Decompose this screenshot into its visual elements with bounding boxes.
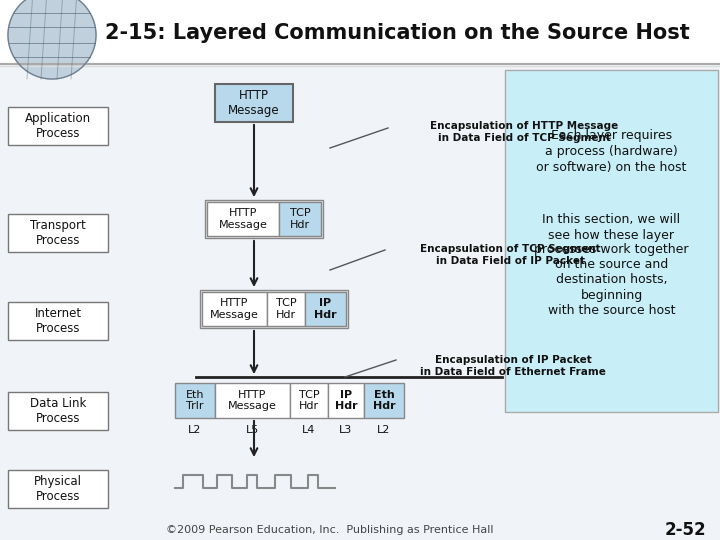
Text: 2-15: Layered Communication on the Source Host: 2-15: Layered Communication on the Sourc… <box>105 23 690 43</box>
Text: L4: L4 <box>302 425 315 435</box>
Text: Encapsulation of IP Packet
in Data Field of Ethernet Frame: Encapsulation of IP Packet in Data Field… <box>420 355 606 377</box>
Text: HTTP
Message: HTTP Message <box>228 390 277 411</box>
Bar <box>279 202 321 236</box>
Text: TCP
Hdr: TCP Hdr <box>289 208 310 230</box>
Text: IP
Hdr: IP Hdr <box>314 298 337 320</box>
Bar <box>8 107 108 145</box>
Text: ©2009 Pearson Education, Inc.  Publishing as Prentice Hall: ©2009 Pearson Education, Inc. Publishing… <box>166 525 494 535</box>
Text: L2: L2 <box>377 425 391 435</box>
Bar <box>267 292 305 326</box>
Text: L3: L3 <box>339 425 353 435</box>
Text: Internet
Process: Internet Process <box>35 307 81 335</box>
Text: on the source and: on the source and <box>555 259 668 272</box>
Text: beginning: beginning <box>580 288 643 301</box>
Text: TCP
Hdr: TCP Hdr <box>299 390 319 411</box>
Bar <box>505 70 718 412</box>
Text: processes work together: processes work together <box>534 244 689 256</box>
Text: HTTP
Message: HTTP Message <box>219 208 267 230</box>
Bar <box>207 202 279 236</box>
Bar <box>290 383 328 418</box>
Text: Application
Process: Application Process <box>25 112 91 140</box>
Text: Eth
Trlr: Eth Trlr <box>186 390 204 411</box>
Bar <box>8 470 108 508</box>
Bar <box>175 383 215 418</box>
Bar <box>364 383 404 418</box>
Text: L5: L5 <box>246 425 259 435</box>
Text: In this section, we will: In this section, we will <box>542 213 680 226</box>
Text: or software) on the host: or software) on the host <box>536 160 687 173</box>
Text: Data Link
Process: Data Link Process <box>30 397 86 425</box>
Bar <box>205 200 323 238</box>
Text: a process (hardware): a process (hardware) <box>545 145 678 158</box>
Bar <box>215 383 290 418</box>
Circle shape <box>8 0 96 79</box>
Bar <box>305 292 346 326</box>
Text: with the source host: with the source host <box>548 303 675 316</box>
Text: 2-52: 2-52 <box>664 521 706 539</box>
Text: Eth
Hdr: Eth Hdr <box>373 390 395 411</box>
Text: Encapsulation of HTTP Message
in Data Field of TCP Segment: Encapsulation of HTTP Message in Data Fi… <box>430 121 618 143</box>
Text: Physical
Process: Physical Process <box>34 475 82 503</box>
Bar <box>200 290 348 328</box>
Bar <box>202 292 267 326</box>
Bar <box>8 214 108 252</box>
Text: Each layer requires: Each layer requires <box>551 129 672 141</box>
Text: see how these layer: see how these layer <box>549 228 675 241</box>
Bar <box>0 64 720 540</box>
Text: IP
Hdr: IP Hdr <box>335 390 357 411</box>
Bar <box>328 383 364 418</box>
Text: L2: L2 <box>189 425 202 435</box>
Text: HTTP
Message: HTTP Message <box>210 298 259 320</box>
Text: destination hosts,: destination hosts, <box>556 273 667 287</box>
Bar <box>215 84 293 122</box>
Text: Transport
Process: Transport Process <box>30 219 86 247</box>
Text: HTTP
Message: HTTP Message <box>228 89 280 117</box>
Bar <box>8 302 108 340</box>
Text: Encapsulation of TCP Segment
in Data Field of IP Packet: Encapsulation of TCP Segment in Data Fie… <box>420 244 600 266</box>
Text: TCP
Hdr: TCP Hdr <box>276 298 297 320</box>
Bar <box>8 392 108 430</box>
